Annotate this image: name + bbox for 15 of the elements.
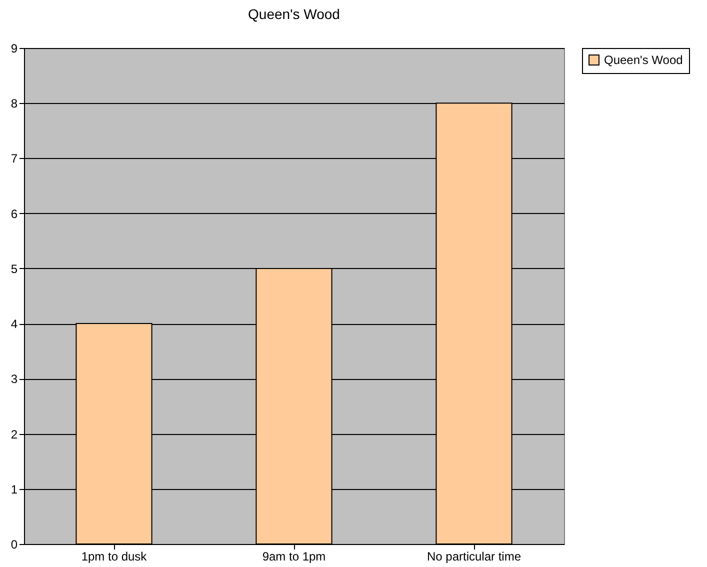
y-tick-label: 1 [10, 482, 18, 496]
x-tick-label: 1pm to dusk [81, 550, 148, 564]
chart-title: Queen's Wood [248, 6, 340, 22]
y-tick-label: 2 [10, 427, 18, 442]
y-tick-label: 4 [10, 317, 18, 332]
y-tick-label: 8 [10, 96, 18, 111]
x-tick-label: No particular time [426, 550, 522, 564]
y-tick-label: 3 [10, 372, 18, 386]
legend-label: Queen's Wood [604, 53, 683, 67]
y-tick-label: 0 [10, 538, 18, 552]
y-tick-label: 5 [10, 262, 18, 276]
y-tick-label: 7 [10, 152, 18, 166]
x-tick-label: 9am to 1pm [262, 550, 326, 564]
y-tick-label: 6 [10, 206, 18, 221]
y-tick-label: 9 [10, 42, 18, 56]
